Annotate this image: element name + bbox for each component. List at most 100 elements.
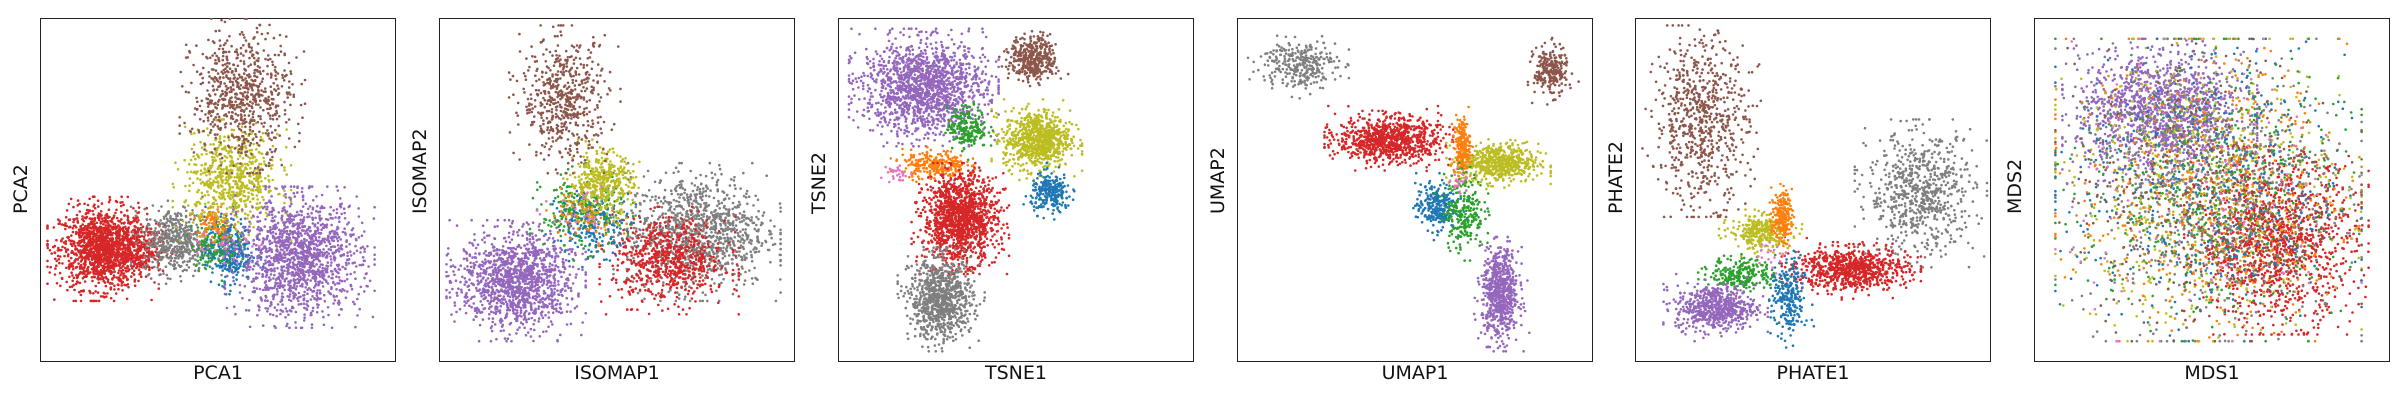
scatter-point — [117, 276, 121, 279]
scatter-point — [134, 209, 137, 213]
scatter-point — [116, 252, 119, 255]
scatter-point — [116, 233, 119, 236]
scatter-point — [271, 313, 275, 317]
scatter-point — [204, 251, 207, 255]
scatter-point — [234, 100, 237, 103]
scatter-point — [112, 216, 115, 219]
scatter-point — [214, 29, 218, 33]
scatter-point — [157, 230, 160, 233]
scatter-point — [221, 118, 224, 121]
scatter-point — [224, 90, 227, 94]
scatter-point — [291, 250, 294, 254]
scatter-point — [273, 284, 277, 288]
scatter-point — [92, 250, 96, 254]
scatter-point — [249, 166, 252, 170]
scatter-point — [330, 276, 333, 280]
scatter-point — [290, 214, 294, 218]
scatter-point — [194, 230, 197, 234]
scatter-point — [108, 232, 112, 235]
scatter-point — [322, 315, 325, 319]
scatter-point — [214, 93, 217, 96]
scatter-point — [66, 248, 70, 251]
scatter-point — [170, 256, 174, 260]
scatter-point — [229, 289, 232, 293]
scatter-point — [337, 299, 341, 303]
scatter-point — [283, 100, 286, 104]
scatter-point — [239, 192, 243, 196]
scatter-point — [102, 276, 105, 280]
scatter-point — [236, 210, 240, 213]
scatter-point — [92, 256, 95, 259]
scatter-point — [271, 155, 274, 159]
scatter-point — [187, 248, 191, 251]
scatter-point — [86, 203, 90, 207]
scatter-point — [160, 236, 164, 239]
scatter-point — [359, 285, 363, 289]
scatter-point — [218, 191, 221, 195]
scatter-point — [144, 261, 148, 265]
scatter-point — [295, 254, 298, 257]
scatter-point — [224, 217, 227, 221]
scatter-point — [235, 264, 239, 267]
scatter-point — [256, 188, 260, 191]
scatter-point — [180, 214, 183, 217]
scatter-point — [147, 247, 151, 250]
scatter-point — [301, 116, 304, 119]
scatter-point — [221, 223, 225, 227]
scatter-point — [94, 245, 97, 249]
scatter-point — [218, 77, 221, 80]
scatter-point — [267, 263, 271, 267]
scatter-point — [85, 236, 89, 240]
scatter-point — [179, 279, 183, 283]
scatter-point — [295, 56, 298, 59]
scatter-point — [72, 205, 75, 209]
scatter-point — [162, 222, 165, 225]
scatter-point — [119, 273, 122, 277]
scatter-point — [368, 279, 372, 283]
scatter-point — [244, 154, 248, 157]
scatter-point — [106, 239, 109, 243]
scatter-point — [149, 227, 153, 231]
scatter-point — [161, 245, 164, 249]
scatter-point — [213, 102, 217, 106]
scatter-point — [108, 198, 112, 202]
scatter-point — [58, 255, 62, 258]
scatter-point — [221, 89, 224, 93]
scatter-point — [264, 177, 267, 180]
scatter-point — [217, 56, 220, 60]
scatter-point — [274, 89, 278, 92]
scatter-point — [245, 94, 249, 97]
scatter-point — [155, 247, 159, 251]
scatter-point — [329, 258, 333, 261]
scatter-point — [271, 178, 274, 182]
scatter-point — [248, 144, 252, 147]
scatter-point — [120, 281, 124, 285]
scatter-point — [78, 202, 81, 206]
scatter-point — [132, 216, 135, 220]
scatter-point — [238, 76, 242, 79]
scatter-point — [67, 226, 71, 229]
scatter-point — [219, 261, 222, 265]
scatter-point — [211, 84, 215, 88]
scatter-point — [137, 206, 141, 209]
scatter-point — [268, 114, 272, 117]
scatter-point — [99, 210, 103, 213]
scatter-point — [185, 263, 189, 267]
scatter-point — [205, 174, 208, 177]
scatter-point — [268, 279, 271, 283]
scatter-point — [213, 41, 216, 45]
scatter-point — [95, 255, 98, 258]
scatter-point — [219, 215, 222, 218]
scatter-point — [270, 213, 274, 217]
scatter-point — [216, 72, 220, 75]
scatter-point — [209, 231, 213, 235]
scatter-point — [242, 72, 246, 75]
scatter-point — [270, 250, 274, 254]
scatter-point — [345, 245, 348, 248]
scatter-point — [254, 103, 258, 106]
scatter-point — [242, 190, 246, 194]
scatter-point — [72, 240, 76, 243]
scatter-point — [241, 122, 244, 125]
scatter-point — [138, 265, 142, 268]
scatter-point — [118, 262, 121, 265]
